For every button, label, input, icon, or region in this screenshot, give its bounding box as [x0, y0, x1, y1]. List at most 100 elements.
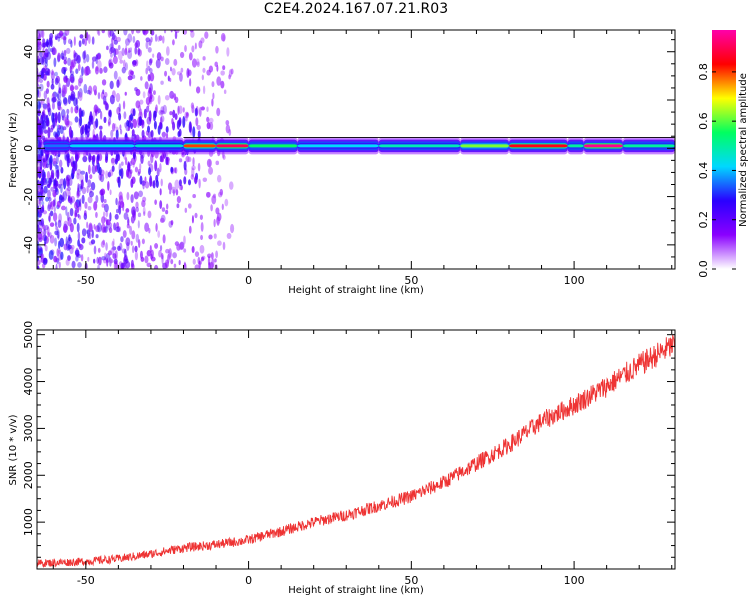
- spectrogram-noise: [155, 58, 161, 69]
- spectrogram-noise: [130, 113, 134, 121]
- spectrogram-ridge-segment: [460, 144, 509, 148]
- spectrogram-noise: [39, 56, 45, 65]
- spectrogram-noise: [112, 246, 117, 251]
- spectrogram-noise: [170, 258, 174, 265]
- spectrogram-noise: [132, 60, 137, 66]
- spectrogram-noise: [49, 154, 53, 164]
- spectrogram-noise: [37, 58, 41, 64]
- spectrogram-noise: [38, 33, 41, 42]
- spectrogram-x-tick-label: 100: [564, 274, 585, 287]
- spectrogram-noise: [60, 251, 64, 260]
- spectrogram-noise: [37, 265, 40, 269]
- spectrogram-noise: [54, 71, 58, 77]
- spectrogram-noise: [148, 87, 152, 94]
- spectrogram-noise: [185, 155, 190, 163]
- spectrogram-noise: [90, 239, 96, 245]
- spectrogram-noise: [42, 103, 48, 109]
- spectrogram-noise: [194, 251, 200, 257]
- spectrogram-noise: [92, 85, 98, 93]
- spectrogram-noise: [118, 204, 122, 215]
- spectrogram-noise: [123, 212, 129, 220]
- spectrogram-noise: [135, 39, 141, 48]
- spectrogram-noise: [148, 110, 152, 122]
- spectrogram-noise: [172, 39, 175, 46]
- spectrogram-noise: [206, 191, 211, 198]
- spectrogram-noise: [53, 205, 56, 213]
- spectrogram-noise: [45, 196, 49, 202]
- spectrogram-noise: [137, 220, 140, 229]
- spectrogram-noise: [77, 231, 81, 241]
- spectrogram-noise: [171, 94, 174, 100]
- spectrogram-noise: [168, 248, 172, 258]
- spectrogram-noise: [39, 51, 43, 58]
- colorbar-gradient: [712, 30, 736, 269]
- spectrogram-noise: [134, 46, 138, 55]
- spectrogram-noise: [206, 69, 211, 76]
- spectrogram-noise: [67, 243, 71, 251]
- spectrogram-noise: [169, 90, 175, 99]
- spectrogram-noise: [200, 234, 203, 241]
- spectrogram-noise: [208, 159, 211, 167]
- spectrogram-noise: [37, 212, 40, 221]
- spectrogram-noise: [159, 155, 163, 163]
- spectrogram-noise: [191, 245, 195, 253]
- spectrogram-frame: [36, 29, 676, 270]
- spectrogram-noise: [50, 170, 53, 179]
- spectrogram-noise: [176, 196, 181, 204]
- spectrogram-noise: [45, 71, 49, 76]
- spectrogram-noise: [183, 263, 187, 269]
- spectrogram-noise: [135, 206, 139, 213]
- spectrogram-noise: [80, 254, 84, 262]
- spectrogram-noise: [87, 206, 92, 211]
- spectrogram-noise: [116, 79, 120, 88]
- spectrogram-noise: [165, 126, 169, 133]
- spectrogram-noise: [174, 179, 180, 190]
- spectrogram-noise: [78, 215, 82, 220]
- spectrogram-noise: [119, 124, 122, 131]
- spectrogram-noise: [216, 76, 222, 86]
- spectrogram-noise: [93, 201, 98, 211]
- spectrogram-noise: [198, 106, 202, 117]
- spectrogram-noise: [135, 100, 141, 109]
- spectrogram-noise: [80, 170, 86, 175]
- spectrogram-noise: [212, 92, 215, 100]
- spectrogram-noise: [159, 200, 163, 209]
- spectrogram-noise: [131, 74, 136, 79]
- spectrogram-noise: [87, 256, 90, 262]
- spectrogram-noise: [177, 105, 180, 116]
- spectrogram-noise: [37, 41, 40, 51]
- spectrogram-noise: [159, 163, 162, 173]
- spectrogram-noise: [124, 156, 128, 166]
- spectrogram-noise: [119, 128, 123, 135]
- spectrogram-noise: [69, 76, 74, 83]
- spectrogram-noise: [224, 198, 229, 207]
- spectrogram-noise: [117, 50, 123, 61]
- spectrogram-noise: [105, 210, 109, 218]
- spectrogram-noise: [37, 199, 41, 205]
- spectrogram-noise: [55, 155, 59, 165]
- spectrogram-noise: [62, 191, 68, 201]
- spectrogram-noise: [147, 46, 152, 53]
- spectrogram-noise: [109, 258, 114, 264]
- spectrogram-noise: [165, 156, 169, 166]
- spectrogram-noise: [150, 130, 154, 138]
- spectrogram-noise: [149, 72, 155, 82]
- spectrogram-noise: [108, 62, 114, 69]
- spectrogram-noise: [52, 91, 58, 99]
- spectrogram-noise: [196, 61, 200, 68]
- spectrogram-noise: [211, 258, 215, 268]
- spectrogram-noise: [170, 166, 174, 173]
- spectrogram-noise: [194, 42, 197, 50]
- spectrogram-noise: [198, 260, 201, 269]
- spectrogram-noise: [81, 66, 84, 77]
- spectrogram-noise: [164, 57, 170, 65]
- spectrogram-x-tick-label: 50: [404, 274, 418, 287]
- spectrogram-noise: [191, 215, 194, 224]
- spectrogram-noise: [49, 232, 52, 239]
- spectrogram-noise: [50, 200, 54, 210]
- spectrogram-noise: [48, 215, 51, 222]
- spectrogram-noise: [191, 167, 195, 178]
- spectrogram-noise: [80, 126, 84, 136]
- spectrogram-noise: [64, 116, 68, 125]
- spectrogram-noise: [144, 81, 149, 90]
